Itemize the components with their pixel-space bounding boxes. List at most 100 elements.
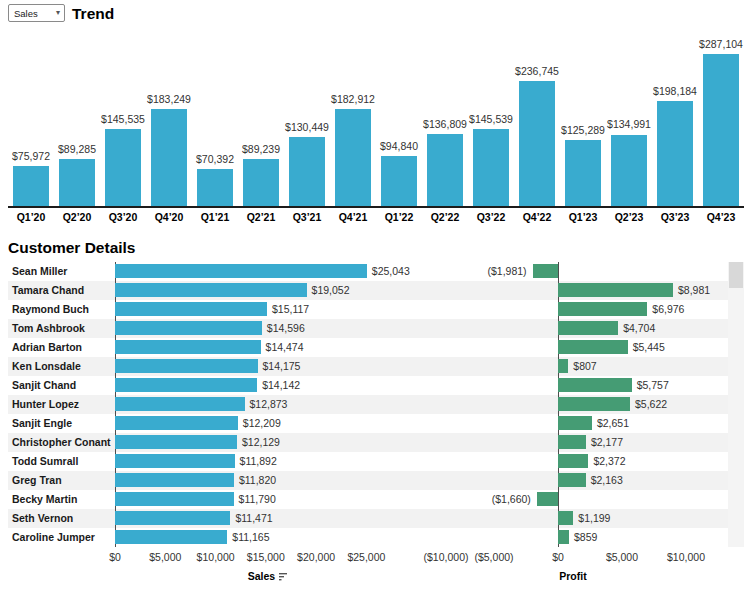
trend-column: $70,392 bbox=[192, 28, 238, 206]
sales-bar[interactable] bbox=[115, 492, 234, 506]
customer-name[interactable]: Christopher Conant bbox=[12, 433, 111, 452]
sales-bar[interactable] bbox=[115, 378, 257, 392]
customer-name[interactable]: Raymond Buch bbox=[12, 300, 89, 319]
trend-column: $89,239 bbox=[238, 28, 284, 206]
trend-bar[interactable] bbox=[565, 140, 601, 206]
sales-value-label: $19,052 bbox=[312, 281, 350, 300]
trend-x-tick-label: Q4’20 bbox=[146, 211, 192, 223]
profit-bar[interactable] bbox=[533, 264, 558, 278]
customer-details-chart: Sean Miller$25,043($1,981)Tamara Chand$1… bbox=[8, 262, 728, 547]
trend-bar-value-label: $236,745 bbox=[515, 65, 559, 77]
trend-bar-value-label: $182,912 bbox=[331, 93, 375, 105]
trend-x-tick-label: Q4’23 bbox=[698, 211, 744, 223]
customer-name[interactable]: Sanjit Chand bbox=[12, 376, 76, 395]
customer-name[interactable]: Seth Vernon bbox=[12, 509, 73, 528]
sales-bar[interactable] bbox=[115, 397, 245, 411]
sales-bar[interactable] bbox=[115, 302, 267, 316]
sales-bar[interactable] bbox=[115, 473, 234, 487]
trend-bar-value-label: $130,449 bbox=[285, 121, 329, 133]
profit-bar[interactable] bbox=[558, 321, 618, 335]
trend-bar[interactable] bbox=[427, 134, 463, 207]
customer-axis-ticks: $0$5,000$10,000$15,000$20,000$25,000($10… bbox=[8, 551, 744, 565]
trend-x-tick-label: Q3’20 bbox=[100, 211, 146, 223]
scrollbar-thumb[interactable] bbox=[729, 262, 743, 288]
profit-value-label: $2,651 bbox=[597, 414, 629, 433]
trend-bar[interactable] bbox=[335, 109, 371, 206]
customer-name[interactable]: Adrian Barton bbox=[12, 338, 82, 357]
sales-bar[interactable] bbox=[115, 283, 307, 297]
profit-bar[interactable] bbox=[558, 302, 647, 316]
profit-bar[interactable] bbox=[558, 416, 592, 430]
profit-bar[interactable] bbox=[558, 340, 628, 354]
profit-value-label: $5,445 bbox=[633, 338, 665, 357]
sales-value-label: $11,820 bbox=[239, 471, 276, 490]
trend-bar[interactable] bbox=[13, 166, 49, 206]
measure-select-value: Sales bbox=[14, 8, 38, 19]
trend-x-tick-label: Q3’23 bbox=[652, 211, 698, 223]
profit-bar[interactable] bbox=[558, 378, 632, 392]
profit-bar[interactable] bbox=[558, 359, 568, 373]
sales-value-label: $25,043 bbox=[372, 262, 410, 281]
sales-bar[interactable] bbox=[115, 435, 237, 449]
profit-bar[interactable] bbox=[558, 397, 630, 411]
profit-axis-tick-label: $0 bbox=[552, 551, 564, 563]
sales-bar[interactable] bbox=[115, 416, 238, 430]
sales-value-label: $11,790 bbox=[239, 490, 276, 509]
trend-bar[interactable] bbox=[289, 137, 325, 206]
profit-bar[interactable] bbox=[558, 454, 588, 468]
customer-name[interactable]: Ken Lonsdale bbox=[12, 357, 81, 376]
sales-bar[interactable] bbox=[115, 321, 262, 335]
customer-name[interactable]: Sean Miller bbox=[12, 262, 67, 281]
customer-name[interactable]: Tamara Chand bbox=[12, 281, 84, 300]
customer-name[interactable]: Greg Tran bbox=[12, 471, 62, 490]
trend-x-axis-line bbox=[8, 206, 744, 208]
trend-bar[interactable] bbox=[473, 129, 509, 206]
customer-name[interactable]: Todd Sumrall bbox=[12, 452, 78, 471]
scrollbar-track[interactable] bbox=[728, 262, 744, 547]
trend-bar[interactable] bbox=[197, 169, 233, 206]
trend-bar-value-label: $183,249 bbox=[147, 93, 191, 105]
customer-name[interactable]: Tom Ashbrook bbox=[12, 319, 85, 338]
trend-column: $183,249 bbox=[146, 28, 192, 206]
customer-name[interactable]: Caroline Jumper bbox=[12, 528, 95, 547]
trend-bar[interactable] bbox=[151, 109, 187, 206]
sales-axis-tick-label: $0 bbox=[109, 551, 121, 563]
customer-row: Todd Sumrall$11,892$2,372 bbox=[8, 452, 728, 471]
sort-descending-icon[interactable] bbox=[279, 571, 288, 583]
sales-bar[interactable] bbox=[115, 511, 230, 525]
trend-bar[interactable] bbox=[519, 81, 555, 207]
trend-bar[interactable] bbox=[381, 156, 417, 206]
sales-axis-title[interactable]: Sales bbox=[178, 570, 358, 583]
sales-value-label: $12,873 bbox=[250, 395, 288, 414]
trend-column: $136,809 bbox=[422, 28, 468, 206]
profit-bar[interactable] bbox=[558, 530, 569, 544]
trend-bar[interactable] bbox=[59, 159, 95, 206]
sales-bar[interactable] bbox=[115, 340, 261, 354]
profit-bar[interactable] bbox=[537, 492, 558, 506]
profit-bar[interactable] bbox=[558, 473, 586, 487]
trend-bar[interactable] bbox=[243, 159, 279, 206]
profit-bar[interactable] bbox=[558, 435, 586, 449]
profit-bar[interactable] bbox=[558, 511, 573, 525]
trend-column: $145,535 bbox=[100, 28, 146, 206]
customer-row: Sanjit Engle$12,209$2,651 bbox=[8, 414, 728, 433]
sales-bar[interactable] bbox=[115, 454, 235, 468]
trend-bar[interactable] bbox=[105, 129, 141, 206]
trend-bar[interactable] bbox=[611, 135, 647, 207]
profit-bar[interactable] bbox=[558, 283, 673, 297]
customer-name[interactable]: Hunter Lopez bbox=[12, 395, 79, 414]
trend-bar[interactable] bbox=[657, 101, 693, 206]
trend-column: $75,972 bbox=[8, 28, 54, 206]
trend-x-tick-label: Q4’21 bbox=[330, 211, 376, 223]
trend-column: $236,745 bbox=[514, 28, 560, 206]
sales-bar[interactable] bbox=[115, 264, 367, 278]
customer-name[interactable]: Sanjit Engle bbox=[12, 414, 72, 433]
trend-bar[interactable] bbox=[703, 54, 739, 206]
customer-name[interactable]: Becky Martin bbox=[12, 490, 77, 509]
profit-value-label: $859 bbox=[574, 528, 597, 547]
measure-select[interactable]: Sales ▾ bbox=[8, 4, 65, 22]
sales-bar[interactable] bbox=[115, 530, 227, 544]
profit-value-label: ($1,660) bbox=[492, 490, 531, 509]
sales-bar[interactable] bbox=[115, 359, 258, 373]
customer-row: Greg Tran$11,820$2,163 bbox=[8, 471, 728, 490]
